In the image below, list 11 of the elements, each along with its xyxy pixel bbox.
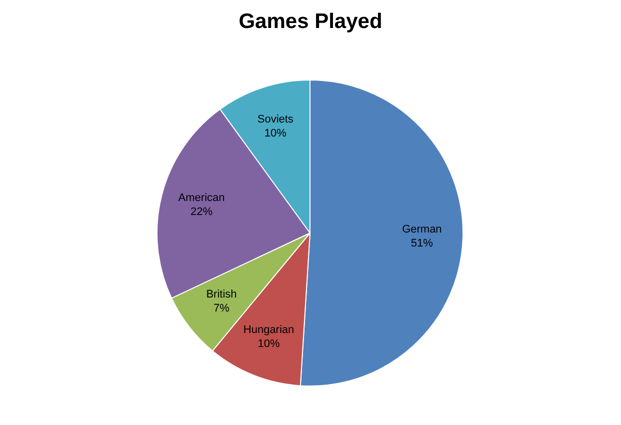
slice-label: German — [402, 224, 442, 236]
slice-label: American — [178, 192, 225, 204]
slice-label: Hungarian — [243, 324, 294, 336]
slice-label: British — [206, 288, 237, 301]
data-label: 22% — [190, 206, 213, 218]
data-label: 7% — [214, 302, 230, 315]
chart-title: Games Played — [238, 10, 382, 33]
slice-label: Soviets — [257, 113, 294, 126]
data-label: 51% — [410, 238, 434, 250]
data-label: 10% — [258, 338, 280, 350]
data-label: 10% — [264, 127, 287, 140]
